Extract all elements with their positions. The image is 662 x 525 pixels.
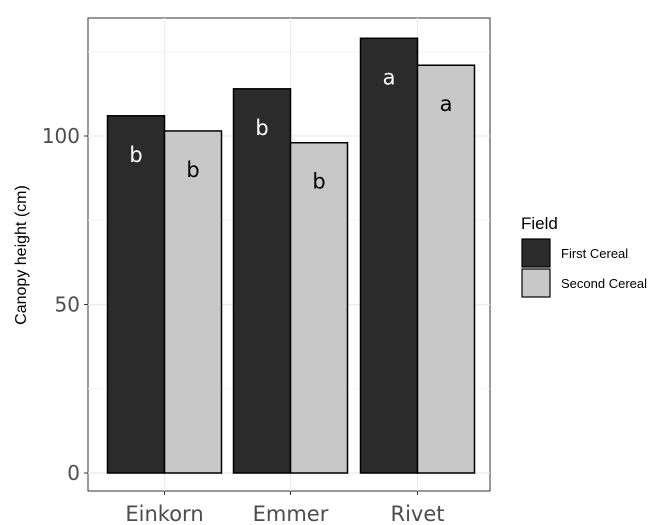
significance-label: b [186,158,199,182]
significance-label: a [440,92,453,116]
legend-label: Second Cereal [561,276,647,291]
significance-label: a [383,65,396,89]
x-tick-label: Rivet [390,502,444,525]
significance-label: b [312,170,325,194]
x-tick-label: Emmer [253,502,329,525]
bar-emmer-first-cereal [232,88,292,474]
bar-einkorn-second-cereal [163,130,223,474]
y-tick-label: 100 [42,124,80,148]
bar-rivet-first-cereal [359,37,419,474]
legend: Field First Cereal Second Cereal [521,214,647,298]
y-axis: 0 50 100 [42,124,88,485]
significance-labels: b b a b b a [129,65,452,193]
legend-key [521,268,551,298]
y-tick-label: 50 [55,293,80,317]
x-axis: Einkorn Emmer Rivet [125,491,445,525]
y-tick-label: 0 [67,461,80,485]
bars [106,37,476,474]
legend-key [521,238,551,268]
bar-emmer-second-cereal [289,141,349,474]
x-tick-label: Einkorn [125,502,203,525]
legend-label: First Cereal [561,246,628,261]
bar-rivet-second-cereal [416,64,476,474]
significance-label: b [129,143,142,167]
significance-label: b [255,116,268,140]
bar-einkorn-first-cereal [106,115,166,474]
legend-title: Field [521,214,558,233]
y-axis-title: Canopy height (cm) [13,185,30,325]
